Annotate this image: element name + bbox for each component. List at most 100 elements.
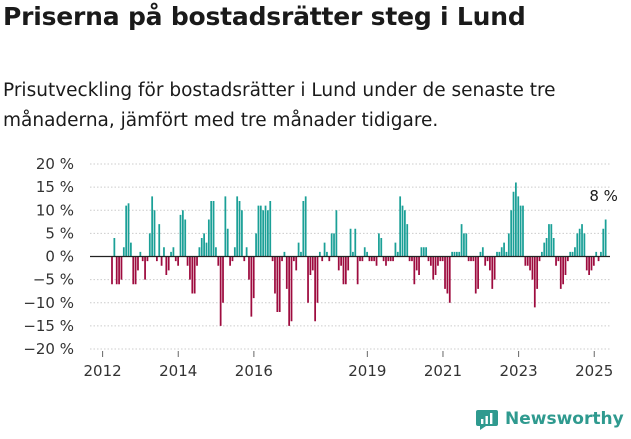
bar	[264, 205, 267, 257]
bar	[463, 233, 465, 257]
bar	[352, 251, 354, 257]
bar	[545, 238, 548, 257]
bar	[500, 247, 503, 257]
bar	[196, 256, 198, 266]
bar	[233, 247, 236, 257]
bar	[309, 256, 312, 275]
bar	[316, 256, 319, 303]
bar	[555, 256, 557, 266]
bar	[531, 256, 534, 280]
bar	[600, 251, 602, 257]
bar	[276, 256, 279, 312]
bar	[297, 242, 300, 257]
bar	[453, 251, 456, 257]
bar	[533, 256, 536, 308]
bar	[158, 224, 161, 257]
bar	[467, 256, 470, 262]
bar	[486, 256, 489, 262]
bar	[174, 256, 177, 262]
bar	[170, 251, 172, 257]
y-tick-label: −15 %	[23, 317, 74, 335]
bar	[406, 224, 409, 257]
bar	[543, 242, 546, 257]
bar	[144, 256, 146, 280]
bar	[238, 201, 241, 257]
bar	[215, 247, 217, 257]
x-tick-label: 2016	[235, 362, 273, 380]
bar	[288, 256, 291, 326]
bar	[517, 196, 520, 257]
last-value-label: 8 %	[589, 187, 618, 205]
bar	[177, 256, 180, 266]
bar	[394, 242, 397, 257]
bar	[292, 256, 295, 262]
bar	[571, 251, 574, 257]
bar	[595, 251, 598, 257]
bar	[413, 256, 416, 285]
bar	[519, 205, 522, 257]
bar	[342, 256, 345, 285]
bar	[455, 251, 458, 257]
bar	[472, 256, 475, 262]
bar	[373, 256, 376, 262]
bar	[396, 251, 399, 257]
y-tick-label: 15 %	[36, 178, 74, 196]
bar	[125, 205, 128, 257]
bar	[278, 256, 281, 312]
bar	[200, 238, 203, 257]
bar	[366, 251, 368, 257]
bar	[156, 256, 158, 262]
bar	[245, 247, 248, 257]
bar	[590, 256, 593, 271]
bar	[281, 256, 283, 262]
bar	[226, 228, 229, 257]
bar	[484, 256, 487, 266]
bar	[474, 256, 477, 294]
bar	[564, 256, 567, 275]
bar	[122, 247, 125, 257]
bar	[578, 228, 581, 257]
y-tick-label: 20 %	[36, 155, 74, 173]
bar	[203, 233, 205, 257]
bar	[189, 256, 191, 280]
bar	[113, 238, 116, 257]
bar	[489, 256, 491, 271]
bar	[404, 210, 406, 257]
y-tick-label: −20 %	[23, 340, 74, 358]
bar	[283, 251, 286, 257]
bar	[512, 191, 515, 257]
bar	[335, 210, 338, 257]
bar	[271, 256, 274, 262]
bar	[359, 256, 361, 262]
bar	[392, 256, 394, 262]
bar	[477, 256, 479, 289]
bar	[597, 256, 600, 262]
bar	[224, 196, 227, 257]
x-tick-label: 2025	[575, 362, 613, 380]
bar	[493, 256, 496, 280]
bar	[302, 201, 305, 257]
bar	[205, 242, 208, 257]
bar	[451, 251, 453, 257]
bar	[212, 201, 215, 257]
bar	[458, 251, 461, 257]
bar	[229, 256, 231, 266]
bar	[255, 233, 257, 257]
bar	[217, 256, 220, 266]
bar	[559, 256, 562, 289]
y-tick-label: −5 %	[33, 271, 74, 289]
bar	[321, 256, 324, 262]
bar	[219, 256, 222, 326]
bar	[363, 247, 366, 257]
bar	[134, 256, 137, 285]
bar	[314, 256, 317, 322]
bar	[439, 256, 442, 262]
bar	[354, 228, 357, 257]
bar	[356, 256, 359, 285]
bar	[333, 233, 335, 257]
bar	[191, 256, 194, 294]
bar	[285, 256, 288, 289]
bar	[318, 251, 321, 257]
bar	[153, 210, 156, 257]
